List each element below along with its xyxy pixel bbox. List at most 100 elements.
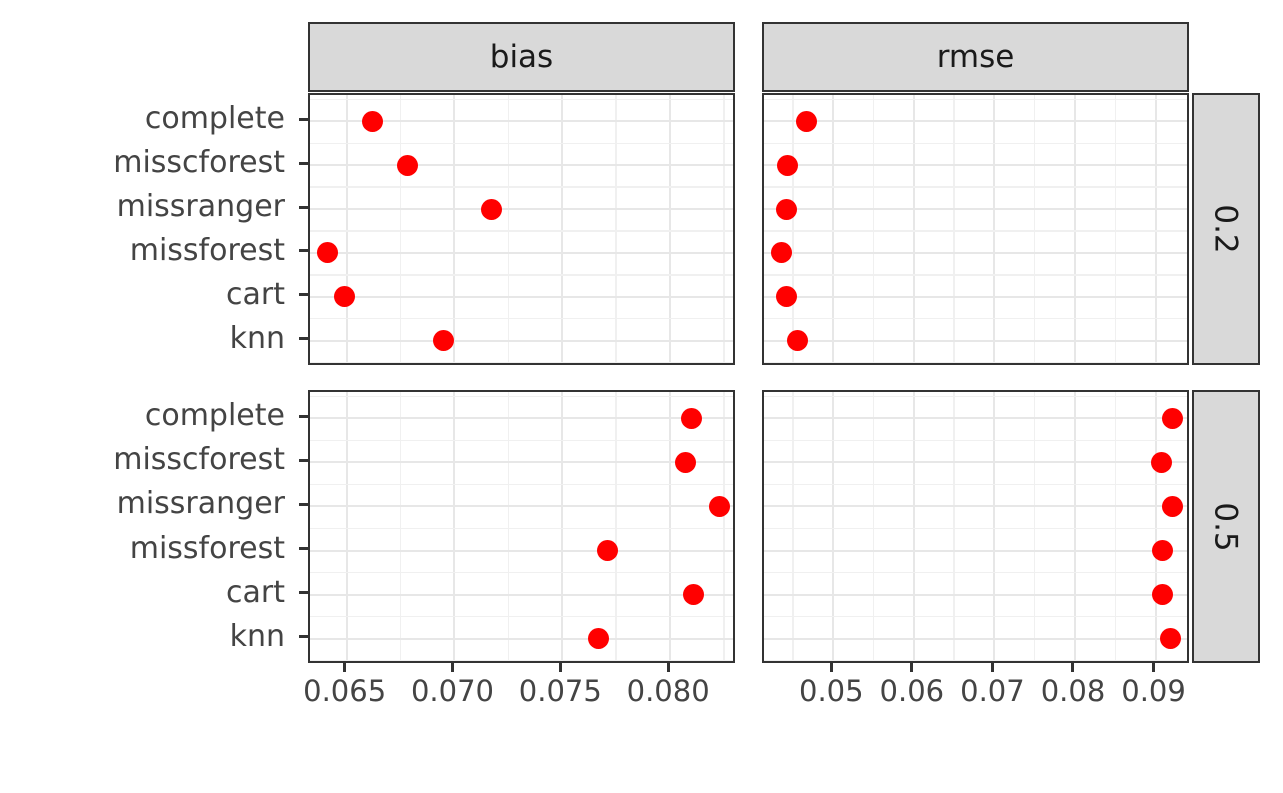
- y-category-label: complete: [144, 101, 285, 137]
- gridline-minor: [764, 527, 1187, 530]
- gridline-major: [912, 392, 915, 661]
- gridline-major: [764, 505, 1187, 508]
- gridline-minor: [953, 95, 955, 363]
- x-tick-label: 0.070: [410, 674, 494, 708]
- gridline-minor: [399, 95, 402, 363]
- gridline-major: [764, 295, 1187, 298]
- facet-strip-0.5: 0.5: [1192, 390, 1260, 663]
- x-axis-tick: [558, 663, 562, 672]
- gridline-minor: [310, 361, 733, 363]
- panel-bias-0.2: [308, 93, 735, 365]
- gridline-major: [310, 120, 733, 123]
- gridline-major: [1154, 392, 1157, 661]
- gridline-major: [764, 549, 1187, 552]
- gridline-major: [832, 95, 835, 363]
- gridline-minor: [764, 186, 1187, 188]
- gridline-minor: [764, 274, 1187, 276]
- x-axis-tick: [910, 663, 914, 672]
- data-point: [681, 407, 703, 429]
- gridline-minor: [507, 392, 510, 661]
- data-point: [1152, 584, 1174, 606]
- gridline-major: [764, 339, 1187, 342]
- gridline-minor: [872, 392, 875, 661]
- gridline-minor: [764, 483, 1187, 486]
- y-axis-tick: [299, 591, 308, 595]
- x-tick-label: 0.05: [798, 674, 864, 708]
- gridline-major: [310, 505, 733, 508]
- y-axis-tick: [299, 414, 308, 418]
- gridline-minor: [310, 274, 733, 276]
- gridline-minor: [764, 317, 1187, 320]
- gridline-major: [764, 637, 1187, 640]
- data-point: [771, 242, 793, 264]
- data-point: [786, 330, 808, 352]
- gridline-major: [310, 339, 733, 342]
- y-axis-tick: [299, 117, 308, 121]
- gridline-minor: [764, 361, 1187, 363]
- gridline-minor: [310, 527, 733, 530]
- x-tick-label: 0.080: [626, 674, 710, 708]
- panel-rmse-0.2: [762, 93, 1189, 365]
- gridline-minor: [310, 439, 733, 442]
- y-axis-tick: [299, 249, 308, 253]
- gridline-major: [310, 461, 733, 464]
- x-tick-label: 0.075: [518, 674, 602, 708]
- gridline-minor: [1114, 95, 1117, 363]
- y-category-label: knn: [229, 320, 285, 356]
- gridline-major: [453, 95, 456, 363]
- y-axis-tick: [299, 293, 308, 297]
- gridline-major: [764, 417, 1187, 420]
- gridline-minor: [764, 615, 1187, 618]
- data-point: [396, 154, 418, 176]
- gridline-major: [832, 392, 835, 661]
- data-point: [796, 110, 818, 132]
- data-point: [316, 242, 338, 264]
- gridline-minor: [310, 230, 733, 232]
- x-axis-tick: [990, 663, 994, 672]
- gridline-major: [993, 95, 996, 363]
- data-point: [362, 110, 384, 132]
- gridline-major: [345, 95, 348, 363]
- x-tick-label: 0.07: [960, 674, 1025, 708]
- facet-strip-0.2: 0.2: [1192, 93, 1260, 365]
- gridline-minor: [764, 98, 1187, 101]
- panel-bias-0.5: [308, 390, 735, 663]
- facet-strip-bias: bias: [308, 22, 735, 92]
- gridline-major: [310, 549, 733, 552]
- gridline-major: [764, 208, 1187, 211]
- gridline-major: [764, 593, 1187, 596]
- y-axis-tick: [299, 205, 308, 209]
- gridline-major: [1073, 95, 1076, 363]
- facet-strip-bias-label: bias: [489, 39, 554, 75]
- gridline-major: [453, 392, 456, 661]
- data-point: [776, 198, 798, 220]
- data-point: [334, 286, 355, 308]
- x-tick-label: 0.09: [1121, 674, 1186, 708]
- facet-strip-rmse-label: rmse: [936, 39, 1015, 75]
- x-axis-tick: [1071, 663, 1075, 672]
- y-axis-tick: [299, 635, 308, 639]
- gridline-minor: [399, 392, 402, 661]
- facet-strip-0.5-label: 0.5: [1208, 501, 1244, 552]
- gridline-major: [310, 637, 733, 640]
- gridline-minor: [615, 392, 617, 661]
- data-point: [776, 154, 798, 176]
- gridline-major: [310, 164, 733, 167]
- gridline-major: [764, 251, 1187, 254]
- y-axis-tick: [299, 458, 308, 462]
- y-axis-tick: [299, 547, 308, 551]
- gridline-minor: [723, 392, 725, 661]
- gridline-major: [345, 392, 348, 661]
- y-category-label: missranger: [116, 486, 285, 522]
- data-point: [709, 495, 731, 517]
- gridline-minor: [764, 142, 1187, 144]
- gridline-minor: [1033, 95, 1036, 363]
- gridline-minor: [310, 186, 733, 188]
- gridline-minor: [764, 659, 1187, 661]
- panel-rmse-0.5: [762, 390, 1189, 663]
- gridline-minor: [310, 317, 733, 320]
- y-category-label: missranger: [116, 189, 285, 225]
- gridline-minor: [310, 395, 733, 398]
- x-axis-tick: [829, 663, 833, 672]
- gridline-major: [310, 593, 733, 596]
